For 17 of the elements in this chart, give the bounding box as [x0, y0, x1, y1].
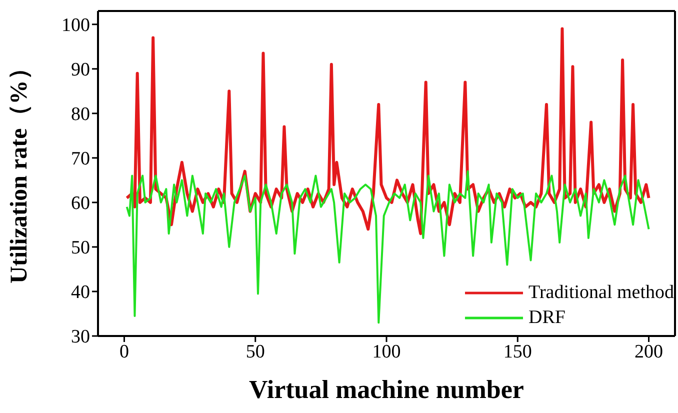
legend-label: Traditional method	[528, 281, 674, 305]
y-tick-label: 90	[71, 60, 90, 81]
y-tick-label: 50	[71, 238, 90, 259]
legend-label: DRF	[528, 306, 566, 330]
y-tick-label: 40	[71, 282, 90, 304]
y-tick-label: 100	[62, 15, 90, 36]
y-tick-label: 30	[71, 326, 90, 348]
x-tick-label: 200	[634, 341, 664, 362]
y-axis-title: Utilization rate（%）	[6, 56, 33, 284]
y-tick-label: 70	[71, 148, 90, 170]
y-tick-label: 80	[71, 104, 90, 126]
x-tick-label: 100	[372, 341, 401, 362]
x-tick-label: 150	[503, 341, 532, 362]
x-axis-title: Virtual machine number	[249, 375, 524, 404]
x-tick-label: 50	[246, 341, 265, 362]
y-tick-label: 60	[71, 193, 90, 214]
x-tick-label: 0	[119, 341, 129, 362]
